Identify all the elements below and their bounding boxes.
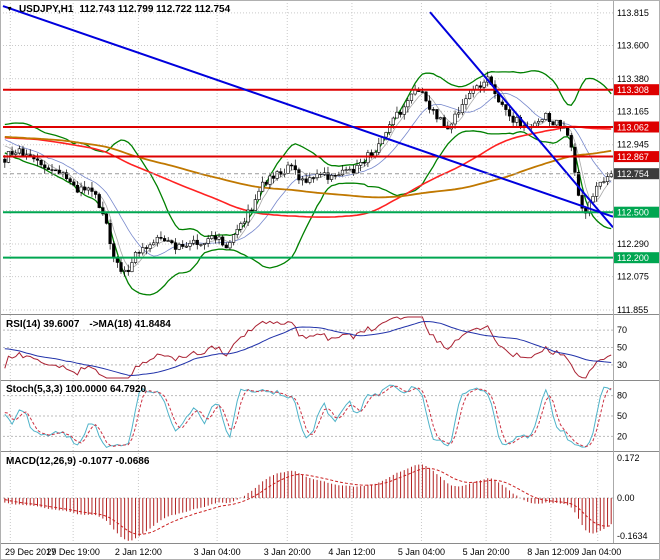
symbol-label: USDJPY,H1 <box>18 4 74 15</box>
rsi-ma-value: ->MA(18) 41.8484 <box>89 319 171 330</box>
svg-text:29 Dec 19:00: 29 Dec 19:00 <box>46 547 100 557</box>
svg-text:113.062: 113.062 <box>617 123 649 133</box>
trendlines-layer <box>2 5 614 228</box>
svg-text:80: 80 <box>617 391 627 401</box>
svg-text:50: 50 <box>617 343 627 353</box>
svg-text:50: 50 <box>617 411 627 421</box>
svg-text:3 Jan 20:00: 3 Jan 20:00 <box>264 547 311 557</box>
hlines-layer <box>3 88 613 259</box>
stochastic-panel: 80 50 20 <box>3 384 627 449</box>
svg-text:113.380: 113.380 <box>617 74 649 84</box>
svg-text:9 Jan 04:00: 9 Jan 04:00 <box>574 547 621 557</box>
svg-text:112.200: 112.200 <box>617 253 649 263</box>
svg-text:30: 30 <box>617 360 627 370</box>
svg-text:29 Dec 2017: 29 Dec 2017 <box>5 547 56 557</box>
grid-layer <box>3 3 613 543</box>
svg-text:113.600: 113.600 <box>617 40 649 50</box>
svg-text:2 Jan 12:00: 2 Jan 12:00 <box>115 547 162 557</box>
macd-panel: 0.172 0.00 -0.1634 <box>3 453 648 541</box>
svg-text:5 Jan 04:00: 5 Jan 04:00 <box>398 547 445 557</box>
svg-text:3 Jan 04:00: 3 Jan 04:00 <box>194 547 241 557</box>
svg-text:112.290: 112.290 <box>617 239 649 249</box>
candles-layer <box>3 71 613 277</box>
rsi-value: RSI(14) 39.6007 <box>6 319 80 330</box>
svg-text:5 Jan 20:00: 5 Jan 20:00 <box>463 547 510 557</box>
svg-text:113.165: 113.165 <box>617 106 649 116</box>
macd-indicator-label: MACD(12,26,9) -0.1077 -0.0686 <box>6 456 149 467</box>
stoch-value: Stoch(5,3,3) 100.0000 64.7920 <box>6 384 147 395</box>
svg-text:8 Jan 12:00: 8 Jan 12:00 <box>527 547 574 557</box>
stochastic-indicator-label: Stoch(5,3,3) 100.0000 64.7920 <box>6 384 146 395</box>
svg-text:4 Jan 12:00: 4 Jan 12:00 <box>328 547 375 557</box>
rsi-panel: 70 50 30 <box>3 316 627 379</box>
panel-separators <box>1 314 659 544</box>
svg-text:0.00: 0.00 <box>617 493 635 503</box>
svg-text:112.500: 112.500 <box>617 208 649 218</box>
macd-value: MACD(12,26,9) -0.1077 -0.0686 <box>6 456 150 467</box>
rsi-indicator-label: RSI(14) 39.6007 ->MA(18) 41.8484 <box>6 319 171 330</box>
svg-text:70: 70 <box>617 325 627 335</box>
svg-text:112.945: 112.945 <box>617 140 649 150</box>
svg-text:112.754: 112.754 <box>617 169 649 179</box>
svg-text:113.815: 113.815 <box>617 8 649 18</box>
price-scale[interactable]: 113.815 113.600 113.380 113.165 112.945 112.2… <box>613 1 660 543</box>
chart-title: ▼ USDJPY,H1 112.743 112.799 112.722 112.… <box>6 4 230 15</box>
svg-text:111.855: 111.855 <box>617 305 648 315</box>
svg-text:112.075: 112.075 <box>617 272 649 282</box>
symbol-marker-icon[interactable]: ▼ <box>6 5 13 13</box>
ohlc-values: 112.743 112.799 112.722 112.754 <box>79 4 231 15</box>
svg-text:112.867: 112.867 <box>617 152 649 162</box>
svg-text:-0.1634: -0.1634 <box>617 531 648 541</box>
svg-text:20: 20 <box>617 431 627 441</box>
svg-text:113.308: 113.308 <box>617 85 649 95</box>
svg-text:0.172: 0.172 <box>617 453 640 463</box>
bollinger-ma-layer <box>4 70 612 296</box>
